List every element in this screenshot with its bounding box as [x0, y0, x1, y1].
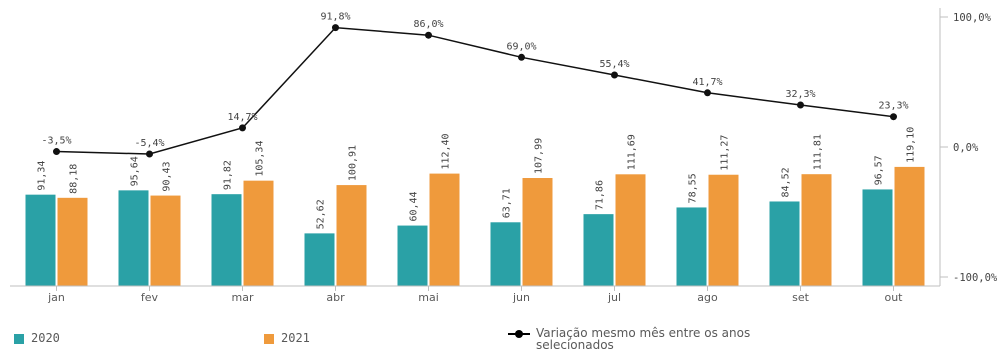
variation-point-set[interactable] [797, 101, 804, 109]
variation-point-mar[interactable] [239, 124, 246, 132]
bar-2021-out[interactable] [894, 166, 925, 286]
bar-2020-jul[interactable] [583, 214, 614, 286]
bar-data-labels: 91,34 88,18 95,64 90,43 91,82 105,34 52,62 100,… [37, 127, 917, 230]
variation-label-jul: 55,4% [599, 59, 629, 70]
data-label-2020-mai: 60,44 [409, 191, 420, 221]
bars-2021 [57, 166, 925, 286]
variation-label-mai: 86,0% [413, 19, 443, 30]
x-tick-label-jul: jul [607, 291, 621, 304]
variation-point-fev[interactable] [146, 150, 153, 158]
right-tick-label-top: 100,0% [953, 12, 992, 24]
variation-point-out[interactable] [890, 113, 897, 121]
data-label-2021-jun: 107,99 [534, 138, 545, 174]
data-label-2021-jan: 88,18 [69, 164, 80, 194]
data-label-2020-fev: 95,64 [130, 156, 141, 186]
legend-label-2020: 2020 [31, 331, 60, 345]
variation-label-jun: 69,0% [506, 41, 536, 52]
right-tick-label-bottom: -100,0% [953, 272, 998, 284]
bar-2021-jul[interactable] [615, 174, 646, 286]
variation-label-fev: -5,4% [134, 138, 164, 149]
data-label-2020-ago: 78,55 [688, 173, 699, 203]
variation-label-mar: 14,7% [227, 112, 257, 123]
legend-swatch-2020 [14, 334, 24, 344]
x-tick-label-jun: jun [512, 291, 530, 304]
legend-label-variation: Variação mesmo mês entre os anos selecio… [536, 326, 751, 352]
x-tick-label-ago: ago [697, 291, 718, 304]
bar-2020-abr[interactable] [304, 233, 335, 286]
bar-2020-jan[interactable] [25, 194, 56, 286]
bar-2020-out[interactable] [862, 189, 893, 286]
legend-item-2021[interactable]: 2021 [264, 322, 310, 350]
x-tick-label-set: set [792, 291, 809, 304]
bar-2020-set[interactable] [769, 201, 800, 286]
x-tick-label-abr: abr [326, 291, 345, 304]
data-label-2020-set: 84,52 [781, 167, 792, 197]
bar-2020-jun[interactable] [490, 222, 521, 286]
legend-item-variation[interactable]: Variação mesmo mês entre os anos selecio… [508, 322, 776, 352]
legend-label-2021: 2021 [281, 331, 310, 345]
bar-2021-mai[interactable] [429, 173, 460, 286]
data-label-2021-mar: 105,34 [255, 141, 266, 177]
legend-swatch-2021 [264, 334, 274, 344]
data-label-2021-jul: 111,69 [627, 134, 638, 170]
legend-line-symbol [508, 328, 530, 340]
bar-2020-ago[interactable] [676, 207, 707, 286]
x-tick-label-fev: fev [141, 291, 159, 304]
variation-point-abr[interactable] [332, 24, 339, 32]
bar-2021-ago[interactable] [708, 174, 739, 286]
legend-item-2020[interactable]: 2020 [14, 322, 60, 350]
data-label-2021-ago: 111,27 [720, 135, 731, 171]
data-label-2021-fev: 90,43 [162, 161, 173, 191]
variation-point-jul[interactable] [611, 71, 618, 79]
x-tick-label-jan: jan [47, 291, 65, 304]
data-label-2021-mai: 112,40 [441, 133, 452, 169]
variation-point-ago[interactable] [704, 89, 711, 97]
bar-2021-jun[interactable] [522, 178, 553, 286]
variation-label-set: 32,3% [785, 89, 815, 100]
x-tick-label-out: out [884, 291, 903, 304]
data-label-2021-set: 111,81 [813, 134, 824, 170]
right-tick-label-mid: 0,0% [953, 142, 979, 154]
bars-2020 [25, 189, 893, 286]
x-tick-label-mar: mar [232, 291, 254, 304]
variation-point-mai[interactable] [425, 31, 432, 39]
variation-label-out: 23,3% [878, 101, 908, 112]
data-label-2020-jun: 63,71 [502, 188, 513, 218]
variation-point-jan[interactable] [53, 148, 60, 156]
bar-2020-fev[interactable] [118, 190, 149, 286]
data-label-2020-abr: 52,62 [316, 199, 327, 229]
variation-label-ago: 41,7% [692, 77, 722, 88]
variation-label-jan: -3,5% [41, 136, 71, 147]
bar-2021-abr[interactable] [336, 185, 367, 286]
bar-2021-fev[interactable] [150, 195, 181, 286]
data-label-2021-abr: 100,91 [348, 145, 359, 181]
data-label-2020-out: 96,57 [874, 155, 885, 185]
bar-2020-mai[interactable] [397, 225, 428, 286]
combo-chart: 100,0% 0,0% -100,0% jan fev mar abr mai jun ju… [10, 8, 998, 304]
data-label-2020-jan: 91,34 [37, 161, 48, 191]
x-tick-label-mai: mai [418, 291, 439, 304]
variation-point-jun[interactable] [518, 53, 525, 61]
bar-2021-jan[interactable] [57, 197, 88, 286]
data-label-2020-mar: 91,82 [223, 160, 234, 190]
variation-label-abr: 91,8% [320, 12, 350, 23]
data-label-2020-jul: 71,86 [595, 180, 606, 210]
bar-2020-mar[interactable] [211, 194, 242, 286]
variation-line-series: -3,5% -5,4% 14,7% 91,8% 86,0% 69,0% 55,4% 41,7%… [41, 12, 909, 158]
data-label-2021-out: 119,10 [906, 127, 917, 163]
variation-line [56, 26, 894, 155]
bar-2021-set[interactable] [801, 174, 832, 286]
bar-2021-mar[interactable] [243, 180, 274, 286]
x-axis-ticks: jan fev mar abr mai jun jul ago set out [47, 286, 903, 304]
